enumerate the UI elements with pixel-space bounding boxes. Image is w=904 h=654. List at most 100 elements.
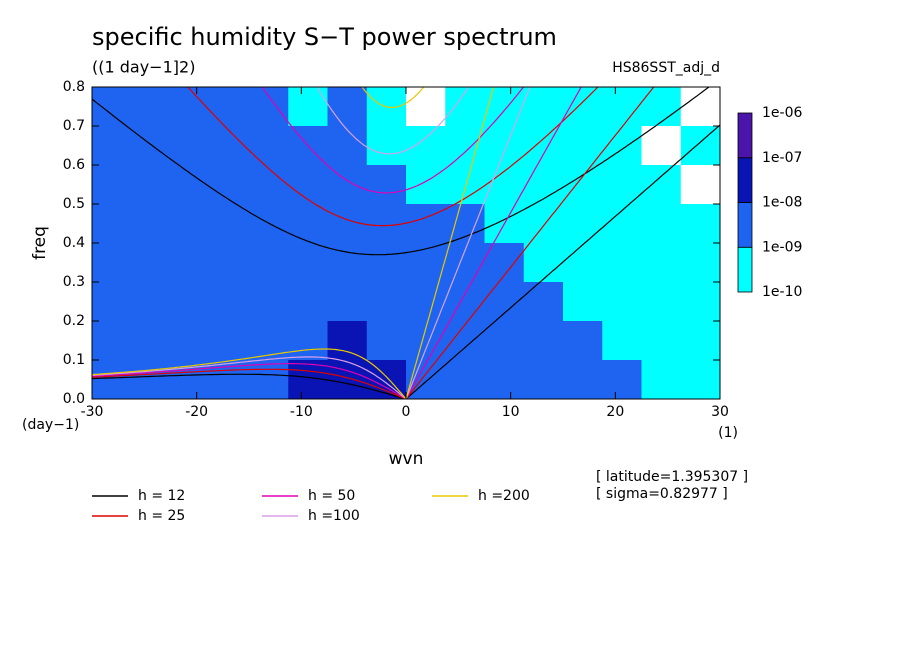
contour-cell: [327, 282, 368, 322]
contour-cell: [406, 126, 446, 166]
contour-cell: [92, 165, 132, 205]
contour-cell: [209, 243, 250, 283]
contour-cell: [602, 360, 642, 400]
colorbar-bin: [737, 202, 753, 248]
dispersion-curve: [187, 87, 599, 227]
legend-label: h =200: [478, 488, 530, 504]
contour-cell: [406, 87, 446, 127]
contour-cell: [170, 282, 211, 322]
contour-cell: [484, 321, 525, 361]
contour-cell: [92, 282, 132, 322]
contour-cell: [563, 360, 603, 400]
dispersion-curve: [405, 124, 720, 399]
contour-cell: [366, 282, 407, 322]
x-tick-label: -10: [290, 404, 313, 420]
contour-cell: [366, 165, 407, 205]
contour-cell: [288, 243, 328, 283]
contour-cell: [327, 87, 368, 127]
contour-cell: [131, 321, 171, 361]
contour-field: [92, 87, 721, 400]
contour-cell: [131, 204, 171, 244]
contour-cell: [170, 321, 211, 361]
contour-cell: [288, 321, 328, 361]
contour-cell: [327, 321, 368, 361]
contour-cell: [131, 282, 171, 322]
contour-cell: [209, 126, 250, 166]
colorbar-label: 1e-07: [762, 150, 802, 166]
y-tick-label: 0.4: [63, 235, 85, 251]
contour-cell: [92, 243, 132, 283]
dispersion-curve: [316, 87, 470, 155]
dispersion-curve: [361, 87, 425, 109]
annotation: [ latitude=1.395307 ]: [596, 469, 748, 485]
contour-cell: [249, 282, 289, 322]
contour-cell: [484, 126, 525, 166]
contour-cell: [602, 321, 642, 361]
x-axis-title: wvn: [389, 449, 424, 469]
dispersion-curve: [92, 368, 407, 399]
x-tick-label: 30: [711, 404, 729, 420]
colorbar-bin: [737, 246, 753, 293]
contour-cell: [170, 126, 211, 166]
contour-cell: [641, 126, 682, 166]
contour-cell: [366, 126, 407, 166]
contour-cell: [523, 282, 564, 322]
dispersion-curve: [92, 348, 407, 399]
legend-label: h =100: [308, 508, 360, 524]
contour-cell: [209, 321, 250, 361]
y-tick-label: 0.3: [63, 274, 85, 290]
contour-cell: [249, 126, 289, 166]
contour-cell: [288, 204, 328, 244]
contour-cell: [484, 360, 525, 400]
colorbar-label: 1e-10: [762, 284, 802, 300]
contour-cell: [249, 321, 289, 361]
contour-cell: [131, 126, 171, 166]
contour-cell: [680, 126, 721, 166]
contour-cell: [641, 165, 682, 205]
y-tick-label: 0.8: [63, 79, 85, 95]
legend-label: h = 50: [308, 488, 355, 504]
contour-cell: [602, 87, 642, 127]
contour-cell: [563, 243, 603, 283]
contour-cell: [209, 282, 250, 322]
contour-cell: [406, 282, 446, 322]
contour-cell: [445, 126, 485, 166]
contour-cell: [602, 126, 642, 166]
dispersion-curve: [405, 87, 582, 399]
contour-cell: [92, 321, 132, 361]
contour-cell: [249, 87, 289, 127]
colorbar-label: 1e-08: [762, 195, 802, 211]
contour-cell: [563, 204, 603, 244]
run-name: HS86SST_adj_d: [612, 60, 720, 76]
colorbar-label: 1e-09: [762, 239, 802, 255]
y-tick-label: 0.0: [63, 391, 85, 407]
contour-cell: [563, 165, 603, 205]
contour-cell: [602, 165, 642, 205]
dispersion-curve: [92, 87, 710, 256]
contour-cell: [523, 165, 564, 205]
contour-cell: [445, 282, 485, 322]
colorbar-bin: [737, 157, 753, 203]
x-tick-label: 20: [606, 404, 624, 420]
contour-cell: [131, 165, 171, 205]
contour-cell: [445, 321, 485, 361]
contour-cell: [523, 243, 564, 283]
contour-cell: [523, 204, 564, 244]
contour-cell: [602, 282, 642, 322]
contour-cell: [288, 87, 328, 127]
contour-cell: [209, 87, 250, 127]
contour-cell: [131, 360, 171, 400]
contour-cell: [288, 165, 328, 205]
contour-cell: [680, 321, 721, 361]
contour-cell: [563, 282, 603, 322]
contour-cell: [209, 165, 250, 205]
contour-cell: [366, 321, 407, 361]
dispersion-curve: [92, 356, 407, 399]
dispersion-curve: [92, 363, 407, 399]
contour-cell: [170, 243, 211, 283]
contour-cell: [92, 87, 132, 127]
x-tick-label: -20: [185, 404, 208, 420]
y-tick-label: 0.6: [63, 157, 85, 173]
annotation: [ sigma=0.82977 ]: [596, 486, 728, 502]
y-tick-label: 0.7: [63, 118, 85, 134]
